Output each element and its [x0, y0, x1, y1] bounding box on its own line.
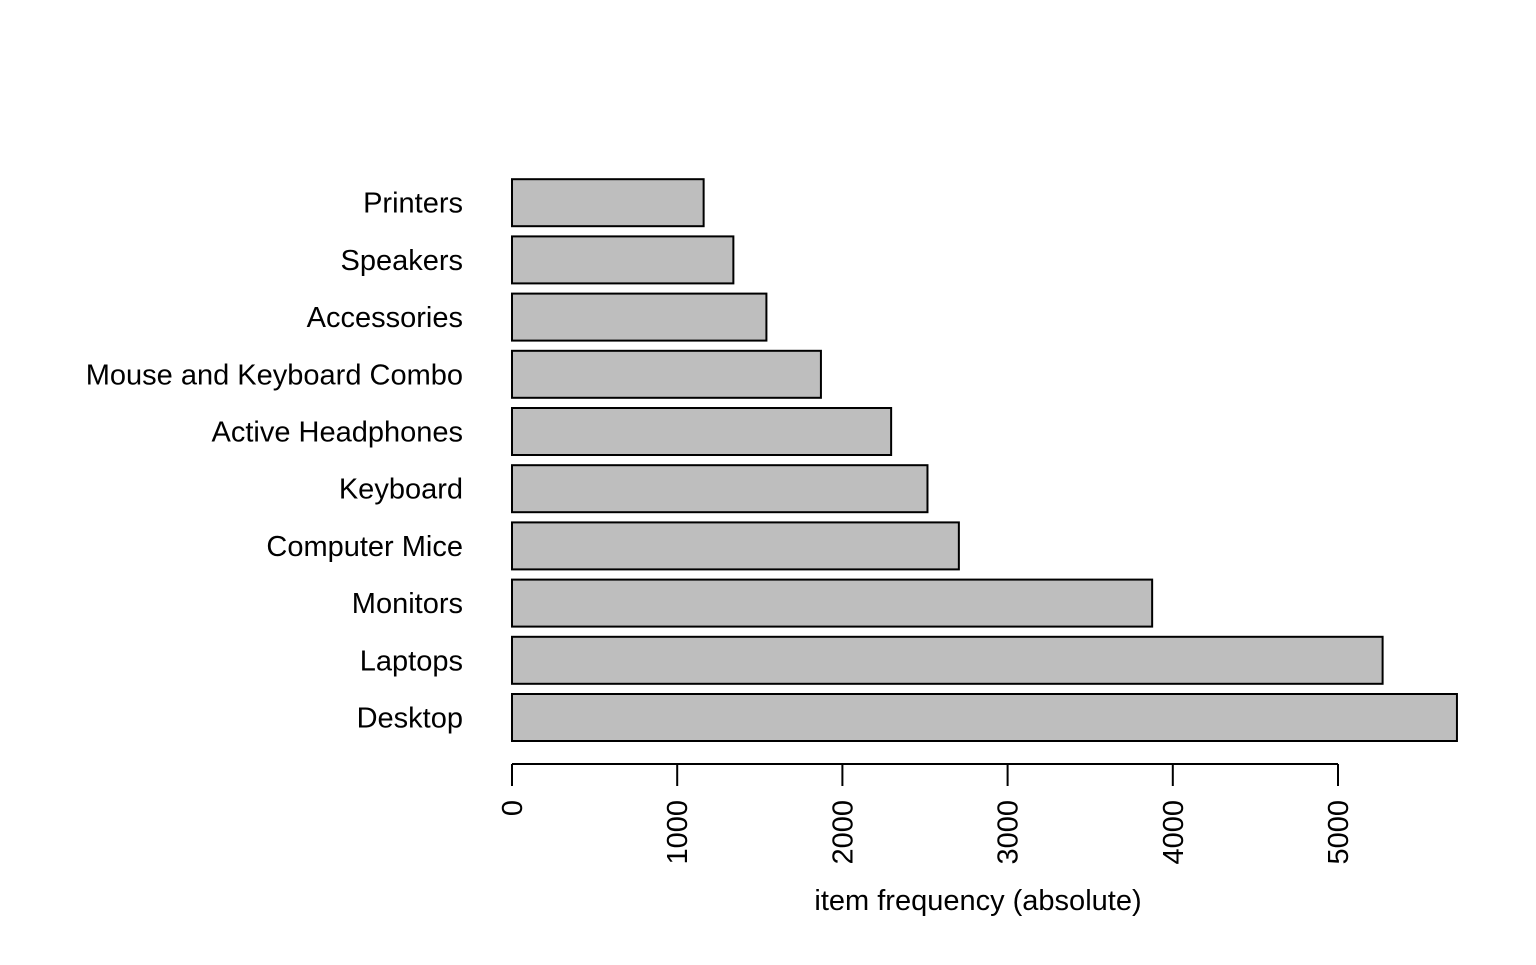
bar-printers: [511, 178, 705, 228]
category-label-laptops: Laptops: [360, 645, 463, 677]
category-label-mouse-and-keyboard-combo: Mouse and Keyboard Combo: [86, 359, 463, 391]
category-labels: Desktop Laptops Monitors Computer Mice Keybo…: [86, 188, 463, 735]
category-label-accessories: Accessories: [307, 302, 463, 334]
bar-speakers: [511, 235, 735, 285]
x-tick-label-3000: 3000: [993, 800, 1025, 865]
bar-active-headphones: [511, 407, 893, 456]
category-label-computer-mice: Computer Mice: [266, 531, 463, 563]
x-tick-label-2000: 2000: [827, 800, 859, 865]
x-tick-label-5000: 5000: [1323, 800, 1355, 865]
bar-mouse-and-keyboard-combo: [511, 349, 822, 399]
category-label-active-headphones: Active Headphones: [212, 417, 464, 449]
x-tick-label-4000: 4000: [1158, 800, 1190, 865]
category-label-keyboard: Keyboard: [339, 474, 463, 506]
category-label-speakers: Speakers: [340, 245, 463, 277]
bar-laptops: [511, 635, 1384, 685]
bar-keyboard: [511, 464, 929, 514]
bar-desktop: [511, 693, 1458, 742]
category-label-printers: Printers: [363, 188, 463, 220]
x-axis-title: item frequency (absolute): [814, 885, 1141, 917]
x-tick-label-0: 0: [497, 800, 529, 816]
x-axis: 0 1000 2000 3000 4000 5000: [497, 763, 1355, 865]
category-label-monitors: Monitors: [352, 588, 463, 620]
category-label-desktop: Desktop: [357, 703, 463, 735]
x-tick-label-1000: 1000: [662, 800, 694, 865]
bar-accessories: [511, 292, 768, 342]
bar-monitors: [511, 578, 1154, 628]
bars-layer: [511, 178, 1458, 742]
bar-computer-mice: [511, 521, 960, 571]
